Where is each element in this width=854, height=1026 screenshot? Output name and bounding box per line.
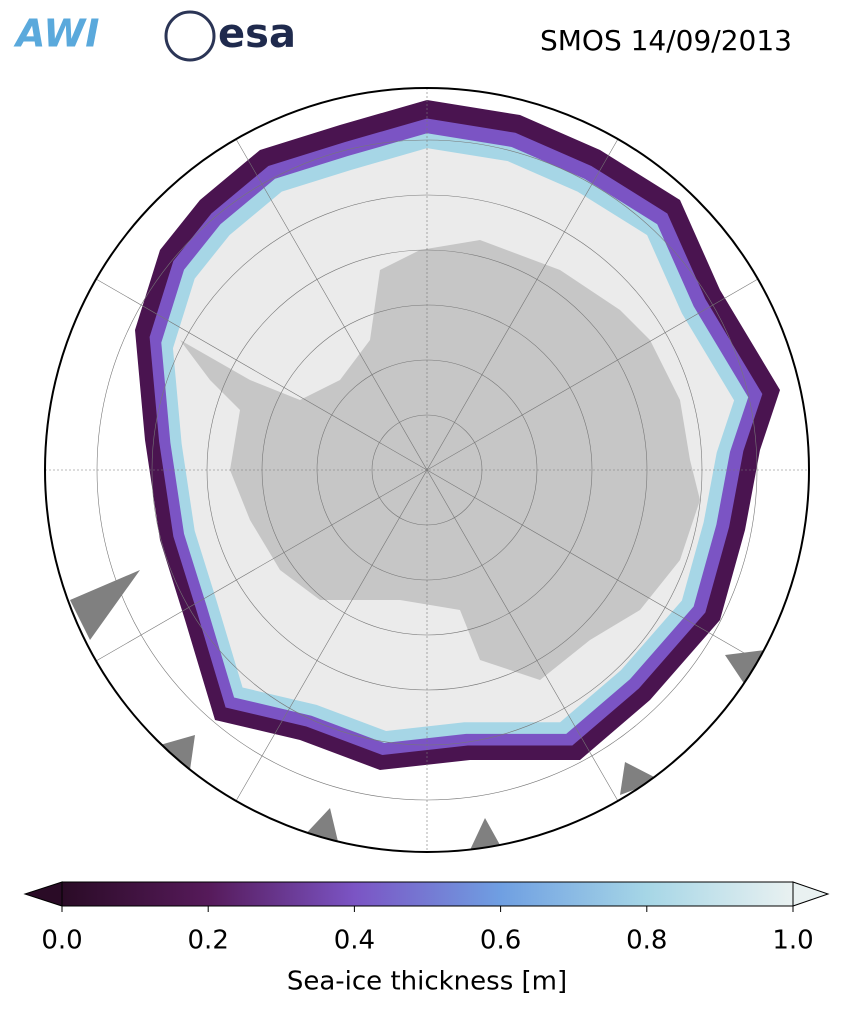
colorbar-tick-label: 0.2 bbox=[188, 926, 229, 956]
antarctica bbox=[180, 240, 700, 680]
awi-logo: AWI bbox=[13, 12, 99, 56]
map bbox=[45, 88, 809, 852]
esa-emblem bbox=[164, 10, 216, 62]
colorbar-tick-label: 0.4 bbox=[334, 926, 375, 956]
colorbar-extend-low bbox=[23, 881, 63, 907]
colorbar-tick-label: 0.0 bbox=[41, 926, 82, 956]
colorbar: 0.0 0.2 0.4 0.6 0.8 1.0 bbox=[23, 881, 830, 956]
colorbar-tick-label: 1.0 bbox=[772, 926, 813, 956]
map-title: SMOS 14/09/2013 bbox=[540, 24, 792, 57]
graticule bbox=[45, 88, 809, 852]
colorbar-gradient bbox=[61, 881, 794, 907]
esa-logo: esa bbox=[218, 11, 296, 57]
map-boundary bbox=[44, 87, 810, 853]
colorbar-tick-label: 0.6 bbox=[480, 926, 521, 956]
colorbar-label: Sea-ice thickness [m] bbox=[287, 967, 567, 997]
colorbar-extend-high bbox=[792, 881, 830, 907]
colorbar-tick-label: 0.8 bbox=[626, 926, 667, 956]
